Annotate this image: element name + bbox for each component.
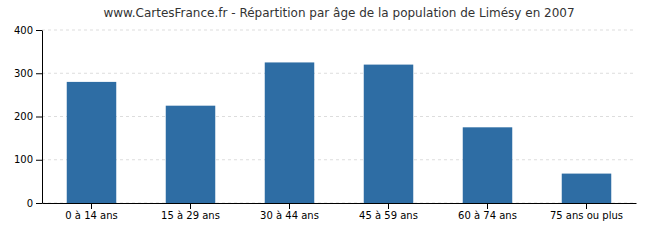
y-tick: 100 (14, 154, 42, 165)
bar (166, 106, 216, 203)
grid-line (42, 116, 636, 117)
tick-label: 100 (14, 154, 33, 165)
x-tick: 30 à 44 ans (260, 203, 319, 221)
tick-mark (289, 203, 290, 209)
tick-label: 200 (14, 111, 33, 122)
grid-line (42, 159, 636, 160)
tick-label: 0 (27, 198, 33, 209)
bar (463, 127, 513, 203)
tick-label: 400 (14, 25, 33, 36)
y-tick: 400 (14, 25, 42, 36)
tick-label: 300 (14, 68, 33, 79)
tick-mark (36, 160, 42, 161)
tick-label: 45 à 59 ans (359, 210, 418, 221)
tick-mark (36, 117, 42, 118)
chart: www.CartesFrance.fr - Répartition par âg… (0, 0, 650, 229)
tick-label: 0 à 14 ans (65, 210, 117, 221)
tick-mark (36, 203, 42, 204)
tick-mark (586, 203, 587, 209)
axis-line (43, 203, 637, 204)
bars (67, 62, 612, 203)
grid (42, 30, 636, 203)
tick-mark (487, 203, 488, 209)
bar (265, 62, 315, 203)
grid-line (42, 203, 636, 204)
tick-mark (388, 203, 389, 209)
bar (562, 174, 612, 203)
x-tick: 60 à 74 ans (458, 203, 517, 221)
y-axis: 0 100 200 300 400 (14, 25, 43, 209)
tick-label: 30 à 44 ans (260, 210, 319, 221)
tick-mark (91, 203, 92, 209)
tick-mark (36, 73, 42, 74)
y-tick: 300 (14, 68, 42, 79)
x-tick: 15 à 29 ans (161, 203, 220, 221)
tick-mark (190, 203, 191, 209)
tick-mark (36, 30, 42, 31)
y-tick: 200 (14, 111, 42, 122)
tick-label: 75 ans ou plus (550, 210, 623, 221)
tick-label: 60 à 74 ans (458, 210, 517, 221)
bar (364, 65, 414, 203)
grid-line (42, 73, 636, 74)
x-tick: 0 à 14 ans (65, 203, 117, 221)
axis-line (42, 31, 43, 204)
x-tick: 75 ans ou plus (550, 203, 623, 221)
y-tick: 0 (27, 198, 42, 209)
x-tick: 45 à 59 ans (359, 203, 418, 221)
chart-container: www.CartesFrance.fr - Répartition par âg… (0, 0, 650, 229)
tick-label: 15 à 29 ans (161, 210, 220, 221)
bar (67, 82, 117, 203)
title: www.CartesFrance.fr - Répartition par âg… (103, 6, 574, 20)
grid-line (42, 30, 636, 31)
x-axis: 0 à 14 ans 15 à 29 ans 30 à 44 ans 45 à 59 … (43, 203, 637, 221)
